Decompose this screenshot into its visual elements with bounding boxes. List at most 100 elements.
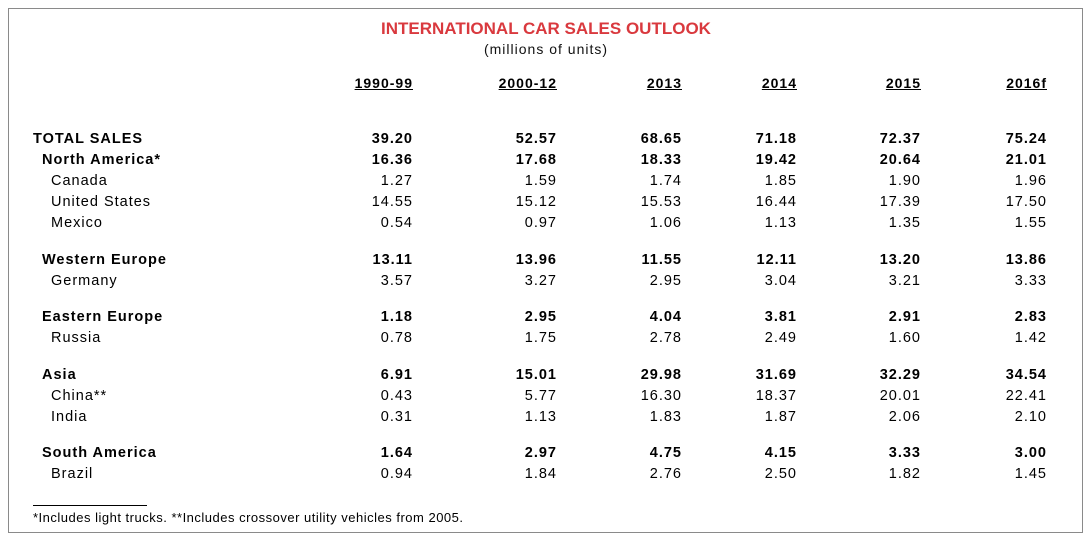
cell: 13.96 <box>515 252 557 268</box>
table-row-total-sales: TOTAL SALES 39.20 52.57 68.65 71.18 72.3… <box>0 131 1092 151</box>
cell: 29.98 <box>640 367 682 383</box>
cell: 1.74 <box>649 173 682 189</box>
row-label: India <box>51 409 88 425</box>
row-label: South America <box>42 445 157 461</box>
table-row-germany: Germany 3.57 3.27 2.95 3.04 3.21 3.33 <box>0 273 1092 293</box>
cell: 18.33 <box>640 152 682 168</box>
cell: 32.29 <box>879 367 921 383</box>
cell: 17.50 <box>1005 194 1047 210</box>
cell: 1.42 <box>1014 330 1047 346</box>
table-row-india: India 0.31 1.13 1.83 1.87 2.06 2.10 <box>0 409 1092 429</box>
cell: 75.24 <box>1005 131 1047 147</box>
cell: 1.96 <box>1014 173 1047 189</box>
cell: 13.20 <box>879 252 921 268</box>
cell: 22.41 <box>1005 388 1047 404</box>
cell: 12.11 <box>756 252 797 268</box>
table-row-china: China** 0.43 5.77 16.30 18.37 20.01 22.4… <box>0 388 1092 408</box>
cell: 3.00 <box>1014 445 1047 461</box>
table-frame <box>8 8 1083 533</box>
cell: 1.83 <box>649 409 682 425</box>
cell: 52.57 <box>515 131 557 147</box>
cell: 34.54 <box>1005 367 1047 383</box>
table-title: INTERNATIONAL CAR SALES OUTLOOK <box>381 19 711 38</box>
column-header-2016f: 2016f <box>1006 75 1047 91</box>
cell: 2.91 <box>888 309 921 325</box>
cell: 1.27 <box>380 173 413 189</box>
cell: 0.78 <box>380 330 413 346</box>
cell: 1.84 <box>524 466 557 482</box>
cell: 0.43 <box>380 388 413 404</box>
cell: 1.13 <box>524 409 557 425</box>
cell: 3.33 <box>888 445 921 461</box>
cell: 21.01 <box>1005 152 1047 168</box>
cell: 18.37 <box>755 388 797 404</box>
cell: 2.76 <box>649 466 682 482</box>
cell: 1.90 <box>888 173 921 189</box>
cell: 2.49 <box>764 330 797 346</box>
table-row-western-europe: Western Europe 13.11 13.96 11.55 12.11 1… <box>0 252 1092 272</box>
row-label: United States <box>51 194 152 210</box>
table-row-canada: Canada 1.27 1.59 1.74 1.85 1.90 1.96 <box>0 173 1092 193</box>
cell: 16.44 <box>755 194 797 210</box>
cell: 6.91 <box>380 367 413 383</box>
cell: 15.12 <box>515 194 557 210</box>
cell: 15.53 <box>640 194 682 210</box>
cell: 68.65 <box>640 131 682 147</box>
cell: 3.57 <box>380 273 413 289</box>
row-label: Russia <box>51 330 102 346</box>
cell: 39.20 <box>371 131 413 147</box>
footnote: *Includes light trucks. **Includes cross… <box>33 510 464 525</box>
cell: 11.55 <box>641 252 682 268</box>
cell: 1.85 <box>764 173 797 189</box>
cell: 1.06 <box>649 215 682 231</box>
cell: 1.35 <box>888 215 921 231</box>
table-subtitle: (millions of units) <box>483 41 609 57</box>
cell: 0.94 <box>380 466 413 482</box>
cell: 5.77 <box>524 388 557 404</box>
row-label: Brazil <box>51 466 94 482</box>
cell: 0.97 <box>524 215 557 231</box>
table-row-russia: Russia 0.78 1.75 2.78 2.49 1.60 1.42 <box>0 330 1092 350</box>
table-row-asia: Asia 6.91 15.01 29.98 31.69 32.29 34.54 <box>0 367 1092 387</box>
cell: 1.59 <box>524 173 557 189</box>
cell: 16.36 <box>371 152 413 168</box>
row-label: TOTAL SALES <box>33 131 144 147</box>
cell: 2.95 <box>524 309 557 325</box>
cell: 3.81 <box>764 309 797 325</box>
row-label: Mexico <box>51 215 103 231</box>
footnote-divider <box>33 505 147 506</box>
row-label: North America* <box>42 152 162 168</box>
cell: 14.55 <box>371 194 413 210</box>
cell: 31.69 <box>755 367 797 383</box>
row-label: Canada <box>51 173 108 189</box>
cell: 1.13 <box>764 215 797 231</box>
table-row-united-states: United States 14.55 15.12 15.53 16.44 17… <box>0 194 1092 214</box>
cell: 1.75 <box>524 330 557 346</box>
cell: 2.97 <box>524 445 557 461</box>
cell: 4.75 <box>649 445 682 461</box>
cell: 2.10 <box>1014 409 1047 425</box>
cell: 3.33 <box>1014 273 1047 289</box>
table-row-eastern-europe: Eastern Europe 1.18 2.95 4.04 3.81 2.91 … <box>0 309 1092 329</box>
cell: 3.27 <box>524 273 557 289</box>
cell: 20.64 <box>879 152 921 168</box>
cell: 1.64 <box>380 445 413 461</box>
cell: 1.18 <box>380 309 413 325</box>
cell: 1.55 <box>1014 215 1047 231</box>
table-row-south-america: South America 1.64 2.97 4.75 4.15 3.33 3… <box>0 445 1092 465</box>
cell: 2.78 <box>649 330 682 346</box>
cell: 72.37 <box>879 131 921 147</box>
cell: 3.21 <box>888 273 921 289</box>
cell: 3.04 <box>764 273 797 289</box>
row-label: Asia <box>42 367 77 383</box>
cell: 17.39 <box>879 194 921 210</box>
column-header-1990-99: 1990-99 <box>354 75 413 91</box>
cell: 1.60 <box>888 330 921 346</box>
cell: 2.83 <box>1014 309 1047 325</box>
row-label: China** <box>51 388 108 404</box>
cell: 0.54 <box>380 215 413 231</box>
column-header-2014: 2014 <box>761 75 797 91</box>
cell: 15.01 <box>515 367 557 383</box>
cell: 4.15 <box>764 445 797 461</box>
column-header-2013: 2013 <box>646 75 682 91</box>
